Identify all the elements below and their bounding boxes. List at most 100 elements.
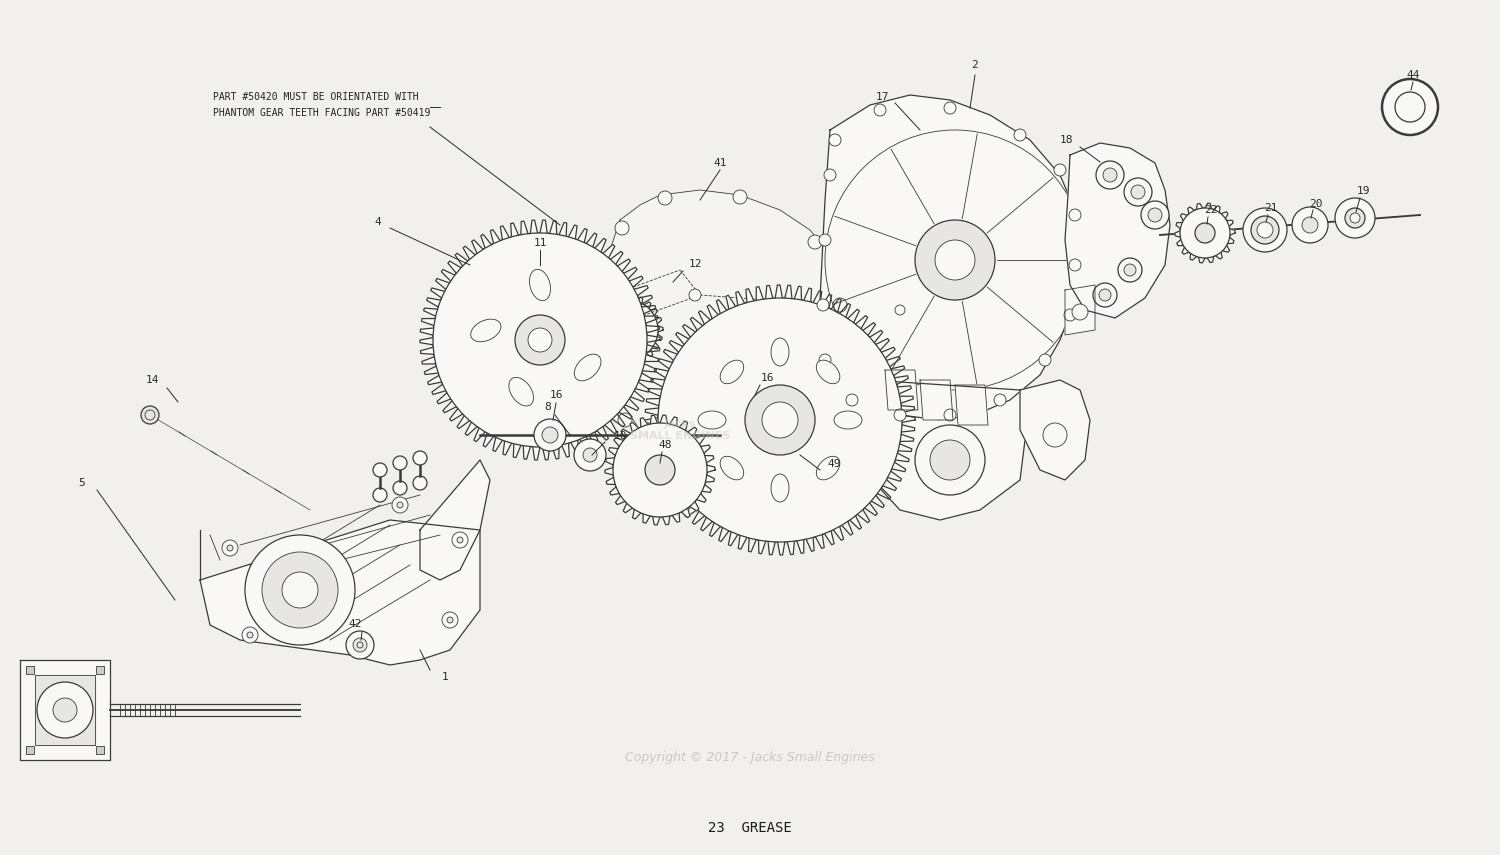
Polygon shape [200, 520, 480, 665]
Circle shape [222, 540, 238, 556]
Ellipse shape [530, 269, 550, 301]
Circle shape [1382, 79, 1438, 135]
Circle shape [1131, 185, 1144, 199]
Polygon shape [34, 675, 94, 745]
Circle shape [645, 455, 675, 485]
Circle shape [534, 419, 566, 451]
Circle shape [1096, 161, 1124, 189]
Text: Jacks
SMALL ENGINES: Jacks SMALL ENGINES [630, 419, 730, 441]
Text: 16: 16 [760, 373, 774, 383]
Circle shape [1302, 217, 1318, 233]
Circle shape [141, 406, 159, 424]
Circle shape [592, 348, 608, 362]
Circle shape [994, 394, 1006, 406]
Text: 11: 11 [534, 238, 546, 248]
Circle shape [528, 328, 552, 352]
Circle shape [374, 488, 387, 502]
Circle shape [614, 423, 706, 517]
Text: 42: 42 [348, 619, 361, 629]
Circle shape [1124, 178, 1152, 206]
Circle shape [1094, 283, 1118, 307]
Polygon shape [956, 385, 988, 425]
Polygon shape [645, 285, 915, 555]
Circle shape [915, 425, 986, 495]
Circle shape [146, 410, 154, 420]
Polygon shape [600, 190, 840, 450]
Text: 4: 4 [375, 217, 381, 227]
Bar [96, 746, 104, 754]
Text: 20: 20 [1310, 199, 1323, 209]
Circle shape [818, 299, 830, 311]
Circle shape [452, 532, 468, 548]
Circle shape [734, 190, 747, 204]
Text: PART #50420 MUST BE ORIENTATED WITH: PART #50420 MUST BE ORIENTATED WITH [213, 92, 418, 102]
Circle shape [828, 363, 842, 377]
Circle shape [458, 537, 464, 543]
Ellipse shape [574, 354, 602, 380]
Polygon shape [1020, 380, 1090, 480]
Circle shape [262, 552, 338, 628]
Circle shape [244, 535, 356, 645]
Circle shape [1244, 208, 1287, 252]
Circle shape [1014, 129, 1026, 141]
Ellipse shape [471, 319, 501, 342]
Ellipse shape [816, 457, 840, 480]
Circle shape [1350, 213, 1360, 223]
Circle shape [833, 298, 848, 312]
Circle shape [896, 305, 904, 315]
Bar [96, 666, 104, 674]
Circle shape [392, 497, 408, 513]
Circle shape [738, 438, 752, 452]
Circle shape [598, 300, 658, 360]
Text: 16: 16 [549, 390, 562, 400]
Circle shape [346, 631, 374, 659]
Ellipse shape [509, 377, 534, 406]
Polygon shape [1174, 203, 1234, 262]
Text: 2: 2 [972, 60, 978, 70]
Text: 22: 22 [1204, 205, 1218, 215]
Polygon shape [20, 660, 110, 760]
Circle shape [1072, 304, 1088, 320]
Circle shape [413, 451, 428, 465]
Circle shape [1118, 258, 1142, 282]
Circle shape [433, 233, 646, 447]
Circle shape [658, 298, 902, 542]
Bar [26, 666, 34, 674]
Circle shape [674, 441, 687, 455]
Circle shape [393, 456, 406, 470]
Polygon shape [592, 295, 663, 365]
Polygon shape [885, 370, 918, 410]
Circle shape [1064, 309, 1076, 321]
Text: 49: 49 [828, 459, 840, 469]
Ellipse shape [771, 338, 789, 366]
Circle shape [1100, 289, 1112, 301]
Circle shape [1070, 259, 1082, 271]
Circle shape [930, 440, 970, 480]
Circle shape [615, 221, 628, 235]
Circle shape [1040, 354, 1052, 366]
Circle shape [1395, 92, 1425, 122]
Circle shape [1142, 201, 1168, 229]
Circle shape [794, 408, 807, 422]
Circle shape [1102, 168, 1118, 182]
Circle shape [542, 427, 558, 443]
Circle shape [1196, 223, 1215, 243]
Circle shape [282, 572, 318, 608]
Text: PHANTOM GEAR TEETH FACING PART #50419: PHANTOM GEAR TEETH FACING PART #50419 [213, 108, 430, 118]
Circle shape [1292, 207, 1328, 243]
Circle shape [819, 354, 831, 366]
Circle shape [915, 220, 995, 300]
Text: 19: 19 [1356, 186, 1370, 196]
Circle shape [1335, 198, 1376, 238]
Circle shape [746, 385, 814, 455]
Text: 17: 17 [876, 92, 888, 102]
Circle shape [819, 234, 831, 246]
Circle shape [413, 476, 428, 490]
Text: 10: 10 [614, 431, 627, 441]
Circle shape [1054, 164, 1066, 176]
Circle shape [944, 409, 956, 421]
Text: 18: 18 [1059, 135, 1072, 145]
Circle shape [1180, 208, 1230, 258]
Circle shape [352, 638, 368, 652]
Circle shape [1070, 209, 1082, 221]
